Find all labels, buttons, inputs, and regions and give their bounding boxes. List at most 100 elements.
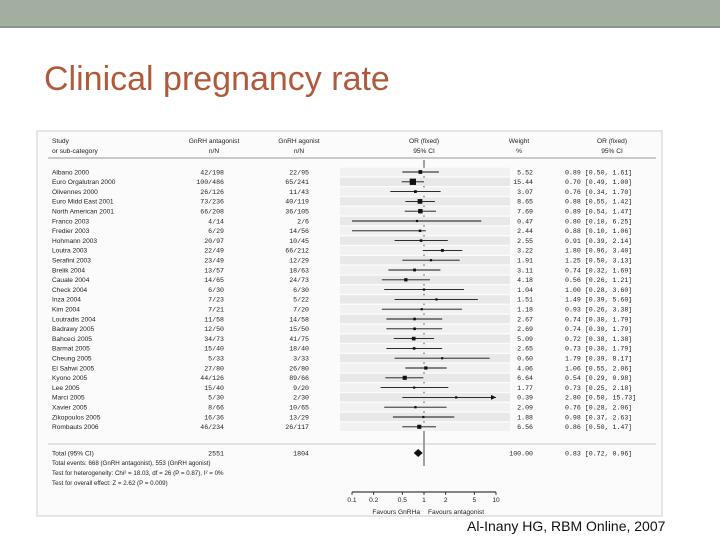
study-weight: 0.39 xyxy=(517,395,533,402)
study-weight: 15.44 xyxy=(513,179,533,186)
point-estimate xyxy=(417,199,423,204)
study-row: North American 2001 66/208 36/105 7.69 0.89 … xyxy=(52,207,632,216)
agonist-count: 18/40 xyxy=(289,346,309,353)
antagonist-count: 13/57 xyxy=(204,267,224,274)
study-or-ci: 0.89 [0.54, 1.47] xyxy=(565,209,632,216)
study-row: Bahceci 2005 34/73 41/75 5.09 0.72 [0.38, 1.… xyxy=(52,334,632,343)
point-estimate xyxy=(418,208,423,214)
study-row: Fredier 2003 6/29 14/56 2.44 0.88 [0.10, 1.0… xyxy=(52,226,632,235)
point-estimate xyxy=(414,406,417,409)
study-weight: 0.47 xyxy=(517,218,533,225)
study-row: Inza 2004 7/23 5/22 1.51 1.49 [0.39, 5.60] xyxy=(52,295,632,304)
agonist-count: 36/105 xyxy=(285,209,309,216)
antagonist-count: 15/40 xyxy=(204,385,224,392)
study-weight: 2.65 xyxy=(517,346,533,353)
footer-overall: Test for overall effect: Z = 2.62 (P = 0… xyxy=(52,480,168,487)
agonist-count: 5/22 xyxy=(293,297,309,304)
header-orci-ci: 95% CI xyxy=(601,148,623,155)
study-row: Zikopoulos 2005 16/36 13/29 1.88 0.98 [0.37,… xyxy=(52,412,632,421)
antagonist-count: 6/29 xyxy=(208,228,224,235)
antagonist-count: 23/49 xyxy=(204,258,224,265)
study-weight: 2.67 xyxy=(517,316,533,323)
antagonist-count: 15/40 xyxy=(204,346,224,353)
point-estimate xyxy=(420,308,423,311)
point-estimate xyxy=(412,347,416,350)
agonist-count: 14/56 xyxy=(289,228,309,235)
study-or-ci: 1.06 [0.55, 2.06] xyxy=(565,365,632,372)
antagonist-count: 14/65 xyxy=(204,277,224,284)
antagonist-count: 22/49 xyxy=(204,248,224,255)
total-agonist: 1804 xyxy=(293,450,309,457)
agonist-count: 2/30 xyxy=(293,395,309,402)
study-or-ci: 0.70 [0.49, 1.00] xyxy=(565,179,632,186)
study-or-ci: 1.49 [0.39, 5.60] xyxy=(565,297,632,304)
header-antagonist: GnRH antagonist xyxy=(189,138,240,145)
agonist-count: 24/73 xyxy=(289,277,309,284)
study-name: Rombauts 2006 xyxy=(52,424,99,431)
study-weight: 2.44 xyxy=(517,228,533,235)
point-estimate xyxy=(413,317,416,321)
study-row: Serafini 2003 23/49 12/29 1.91 1.25 [0.50, 3… xyxy=(52,256,632,265)
row-band xyxy=(340,177,510,186)
agonist-count: 9/20 xyxy=(293,385,309,392)
agonist-count: 3/33 xyxy=(293,356,309,363)
study-row: Check 2004 6/30 6/30 1.04 1.00 [0.28, 3.60] xyxy=(52,285,632,294)
study-or-ci: 0.74 [0.32, 1.69] xyxy=(565,267,632,274)
point-estimate xyxy=(409,178,416,185)
antagonist-count: 6/30 xyxy=(208,287,224,294)
study-name: Xavier 2005 xyxy=(52,405,88,412)
agonist-count: 12/29 xyxy=(289,258,309,265)
point-estimate xyxy=(411,336,416,341)
study-row: Cauale 2004 14/65 24/73 4.18 0.56 [0.26, 1.2… xyxy=(52,275,632,284)
antagonist-count: 5/33 xyxy=(208,356,224,363)
antagonist-count: 7/21 xyxy=(208,307,224,314)
antagonist-count: 5/30 xyxy=(208,395,224,402)
total-label: Total (95% CI) xyxy=(52,450,94,457)
study-row: Kim 2004 7/21 7/20 1.18 0.93 [0.26, 3.38] xyxy=(52,305,632,314)
antagonist-count: 8/66 xyxy=(208,405,224,412)
agonist-count: 26/80 xyxy=(289,365,309,372)
header-weight: Weight xyxy=(509,138,530,145)
agonist-count: 7/20 xyxy=(293,307,309,314)
forest-footer: Total events: 668 (GnRH antagonist), 553… xyxy=(52,460,224,487)
header-or-ci: 95% CI xyxy=(413,148,435,155)
citation: Al-Inany HG, RBM Online, 2007 xyxy=(467,518,666,534)
antagonist-count: 4/14 xyxy=(208,218,224,225)
study-weight: 3.11 xyxy=(517,267,533,274)
study-weight: 1.77 xyxy=(517,385,533,392)
study-or-ci: 0.76 [0.28, 2.06] xyxy=(565,405,632,412)
point-estimate xyxy=(419,239,423,242)
axis-tick-label: 10 xyxy=(492,497,500,504)
forest-axis: 0.1 0.2 0.5 1 2 5 10 Favours GnRHa Favours antag… xyxy=(347,491,500,516)
study-or-ci: 0.89 [0.50, 1.61] xyxy=(565,169,632,176)
study-name: Badrawy 2005 xyxy=(52,326,94,333)
axis-tick-label: 0.1 xyxy=(347,497,356,504)
study-row: El Sahwi 2005 27/80 26/80 4.06 1.06 [0.55, 2… xyxy=(52,363,632,372)
point-estimate xyxy=(441,357,444,360)
study-name: Brelik 2004 xyxy=(52,267,85,274)
study-or-ci: 1.80 [0.96, 3.40] xyxy=(565,248,632,255)
total-or-ci: 0.83 [0.72, 0.96] xyxy=(565,450,632,457)
point-estimate xyxy=(413,386,416,389)
footer-events: Total events: 668 (GnRH antagonist), 553… xyxy=(52,460,211,467)
study-or-ci: 0.91 [0.39, 2.14] xyxy=(565,238,632,245)
study-weight: 5.09 xyxy=(517,336,533,343)
study-weight: 1.88 xyxy=(517,414,533,421)
study-weight: 1.91 xyxy=(517,258,533,265)
study-name: Franco 2003 xyxy=(52,218,89,225)
point-estimate xyxy=(429,259,433,262)
study-weight: 6.56 xyxy=(517,424,533,431)
antagonist-count: 11/58 xyxy=(204,316,224,323)
point-estimate xyxy=(404,278,408,282)
study-or-ci: 0.54 [0.29, 0.98] xyxy=(565,375,632,382)
study-name: Serafini 2003 xyxy=(52,258,91,265)
study-row: Cheung 2005 5/33 3/33 0.60 1.79 [0.39, 8.17] xyxy=(52,354,632,363)
study-weight: 1.51 xyxy=(517,297,533,304)
study-weight: 1.18 xyxy=(517,307,533,314)
agonist-count: 2/6 xyxy=(297,218,309,225)
antagonist-count: 44/126 xyxy=(200,375,224,382)
study-name: Albano 2000 xyxy=(52,169,89,176)
study-or-ci: 0.93 [0.26, 3.38] xyxy=(565,307,632,314)
agonist-count: 66/212 xyxy=(285,248,309,255)
point-estimate xyxy=(435,298,438,301)
